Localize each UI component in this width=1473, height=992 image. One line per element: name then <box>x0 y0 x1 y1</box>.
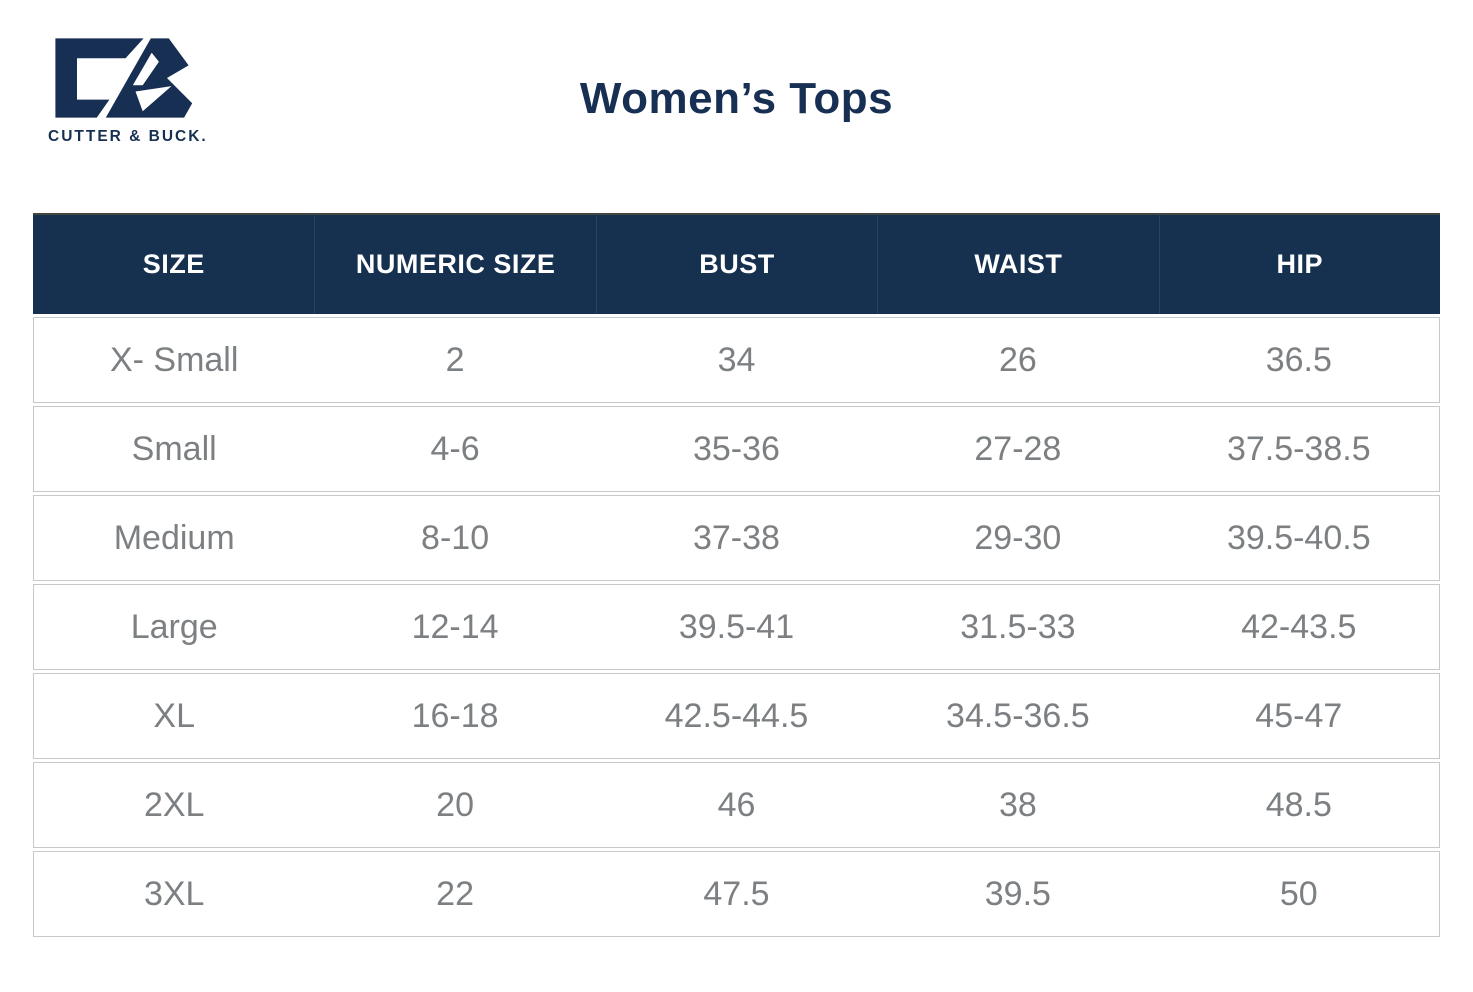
table-row: X- Small 2 34 26 36.5 <box>33 317 1440 403</box>
cell-waist: 27-28 <box>877 406 1159 492</box>
cell-hip: 37.5-38.5 <box>1158 406 1440 492</box>
cell-size: 2XL <box>33 762 315 848</box>
cell-waist: 29-30 <box>877 495 1159 581</box>
cell-numeric-size: 22 <box>314 851 596 937</box>
cell-waist: 34.5-36.5 <box>877 673 1159 759</box>
cell-bust: 34 <box>595 317 878 403</box>
cell-waist: 26 <box>877 317 1159 403</box>
cell-waist: 38 <box>877 762 1159 848</box>
cell-size: Small <box>33 406 315 492</box>
cell-hip: 48.5 <box>1158 762 1440 848</box>
table-row: Small 4-6 35-36 27-28 37.5-38.5 <box>33 406 1440 492</box>
cell-waist: 39.5 <box>877 851 1159 937</box>
cell-bust: 42.5-44.5 <box>595 673 878 759</box>
cell-hip: 42-43.5 <box>1158 584 1440 670</box>
table-body: X- Small 2 34 26 36.5 Small 4-6 35-36 27… <box>33 317 1440 937</box>
table-row: Large 12-14 39.5-41 31.5-33 42-43.5 <box>33 584 1440 670</box>
table-row: XL 16-18 42.5-44.5 34.5-36.5 45-47 <box>33 673 1440 759</box>
cell-hip: 36.5 <box>1158 317 1440 403</box>
cell-bust: 39.5-41 <box>595 584 878 670</box>
cell-size: XL <box>33 673 315 759</box>
cell-hip: 45-47 <box>1158 673 1440 759</box>
column-header-hip: HIP <box>1158 213 1440 314</box>
cell-bust: 47.5 <box>595 851 878 937</box>
brand-wordmark: CUTTER & BUCK. <box>48 128 208 145</box>
cell-waist: 31.5-33 <box>877 584 1159 670</box>
cell-numeric-size: 8-10 <box>314 495 596 581</box>
table-header: SIZE NUMERIC SIZE BUST WAIST HIP <box>33 213 1440 314</box>
cell-bust: 46 <box>595 762 878 848</box>
cell-size: Medium <box>33 495 315 581</box>
cell-numeric-size: 16-18 <box>314 673 596 759</box>
table-row: 3XL 22 47.5 39.5 50 <box>33 851 1440 937</box>
table-row: Medium 8-10 37-38 29-30 39.5-40.5 <box>33 495 1440 581</box>
cell-bust: 35-36 <box>595 406 878 492</box>
cell-hip: 50 <box>1158 851 1440 937</box>
cell-bust: 37-38 <box>595 495 878 581</box>
size-chart-table: SIZE NUMERIC SIZE BUST WAIST HIP X- Smal… <box>33 210 1440 940</box>
table-row: 2XL 20 46 38 48.5 <box>33 762 1440 848</box>
brand-logo: CUTTER & BUCK. <box>48 33 208 146</box>
column-header-size: SIZE <box>33 213 315 314</box>
cell-size: 3XL <box>33 851 315 937</box>
column-header-numeric-size: NUMERIC SIZE <box>314 213 596 314</box>
cell-numeric-size: 2 <box>314 317 596 403</box>
column-header-waist: WAIST <box>877 213 1159 314</box>
cell-size: X- Small <box>33 317 315 403</box>
cell-numeric-size: 4-6 <box>314 406 596 492</box>
column-header-bust: BUST <box>595 213 878 314</box>
cell-size: Large <box>33 584 315 670</box>
cell-numeric-size: 20 <box>314 762 596 848</box>
cell-hip: 39.5-40.5 <box>1158 495 1440 581</box>
header-row: SIZE NUMERIC SIZE BUST WAIST HIP <box>33 213 1440 314</box>
cell-numeric-size: 12-14 <box>314 584 596 670</box>
cutter-buck-cb-monogram-icon <box>55 38 193 118</box>
page-title: Women’s Tops <box>579 74 894 123</box>
